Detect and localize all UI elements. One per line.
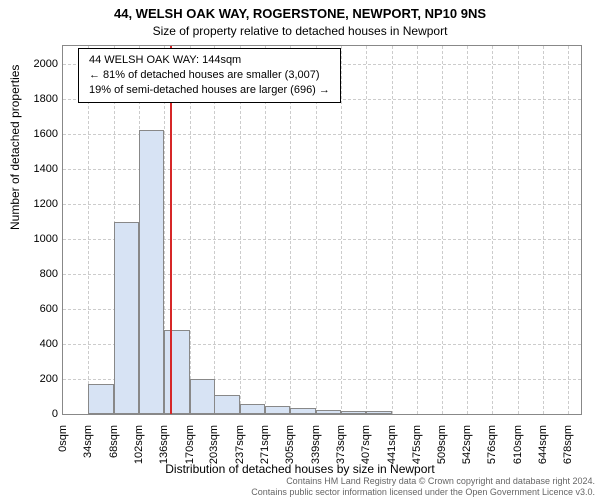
footer-line2: Contains public sector information licen… xyxy=(0,487,595,498)
y-tick-label: 800 xyxy=(8,268,58,280)
x-tick-label: 305sqm xyxy=(284,425,296,475)
x-tick-label: 170sqm xyxy=(184,425,196,475)
x-tick-label: 339sqm xyxy=(310,425,322,475)
histogram-bar xyxy=(114,222,139,414)
gridline-v xyxy=(518,46,519,414)
histogram-bar xyxy=(139,130,164,414)
x-tick-label: 542sqm xyxy=(461,425,473,475)
y-tick-label: 2000 xyxy=(8,58,58,70)
page-title-line2: Size of property relative to detached ho… xyxy=(0,24,600,38)
gridline-v xyxy=(568,46,569,414)
x-tick-label: 0sqm xyxy=(57,425,69,475)
gridline-v xyxy=(492,46,493,414)
y-tick-label: 1000 xyxy=(8,233,58,245)
histogram-bar xyxy=(316,410,341,414)
annotation-box: 44 WELSH OAK WAY: 144sqm ← 81% of detach… xyxy=(78,48,341,103)
x-tick-label: 644sqm xyxy=(537,425,549,475)
x-tick-label: 576sqm xyxy=(486,425,498,475)
histogram-bar xyxy=(366,411,391,414)
x-tick-label: 136sqm xyxy=(158,425,170,475)
annotation-line1: 44 WELSH OAK WAY: 144sqm xyxy=(89,53,330,68)
x-tick-label: 610sqm xyxy=(512,425,524,475)
histogram-bar xyxy=(265,406,290,414)
y-tick-label: 400 xyxy=(8,338,58,350)
x-tick-label: 68sqm xyxy=(108,425,120,475)
histogram-bar xyxy=(214,395,239,414)
gridline-v xyxy=(366,46,367,414)
x-tick-label: 407sqm xyxy=(360,425,372,475)
x-tick-label: 203sqm xyxy=(208,425,220,475)
histogram-bar xyxy=(190,379,215,414)
histogram-bar xyxy=(240,404,265,415)
annotation-line2: ← 81% of detached houses are smaller (3,… xyxy=(89,68,330,83)
y-tick-label: 0 xyxy=(8,408,58,420)
footer-line1: Contains HM Land Registry data © Crown c… xyxy=(0,476,595,487)
gridline-v xyxy=(442,46,443,414)
x-tick-label: 102sqm xyxy=(133,425,145,475)
y-tick-label: 1800 xyxy=(8,93,58,105)
gridline-v xyxy=(543,46,544,414)
x-tick-label: 475sqm xyxy=(411,425,423,475)
gridline-v xyxy=(467,46,468,414)
y-tick-label: 1200 xyxy=(8,198,58,210)
x-tick-label: 271sqm xyxy=(259,425,271,475)
y-tick-label: 600 xyxy=(8,303,58,315)
histogram-bar xyxy=(290,408,315,414)
footer-attribution: Contains HM Land Registry data © Crown c… xyxy=(0,476,595,498)
y-tick-label: 200 xyxy=(8,373,58,385)
histogram-bar xyxy=(164,330,189,414)
gridline-v xyxy=(392,46,393,414)
page-title-line1: 44, WELSH OAK WAY, ROGERSTONE, NEWPORT, … xyxy=(0,6,600,21)
annotation-line3: 19% of semi-detached houses are larger (… xyxy=(89,83,330,98)
x-tick-label: 373sqm xyxy=(335,425,347,475)
x-tick-label: 509sqm xyxy=(436,425,448,475)
histogram-bar xyxy=(341,411,366,415)
x-tick-label: 441sqm xyxy=(386,425,398,475)
gridline-v xyxy=(417,46,418,414)
x-tick-label: 678sqm xyxy=(562,425,574,475)
y-tick-label: 1400 xyxy=(8,163,58,175)
x-tick-label: 237sqm xyxy=(234,425,246,475)
histogram-bar xyxy=(88,384,113,414)
gridline-v xyxy=(341,46,342,414)
y-tick-label: 1600 xyxy=(8,128,58,140)
x-tick-label: 34sqm xyxy=(82,425,94,475)
